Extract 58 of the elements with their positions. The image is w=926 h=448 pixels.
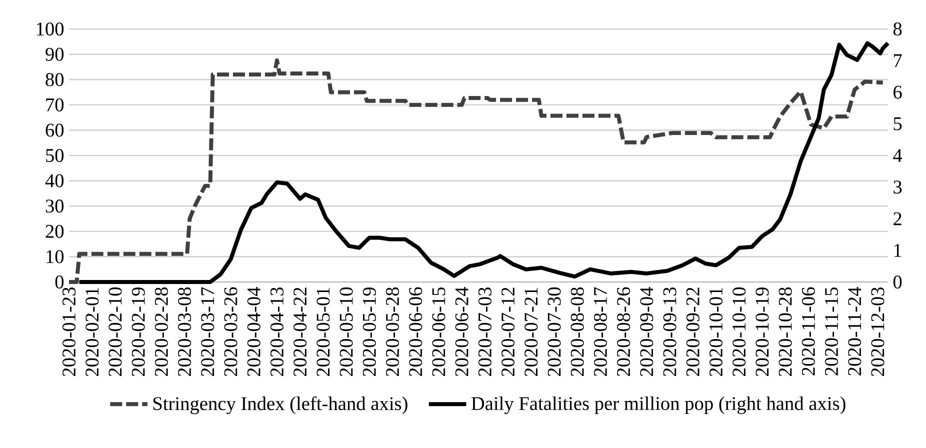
y2-tick-label: 8 [893, 22, 902, 36]
y-tick-label: 20 [46, 224, 64, 238]
x-tick-label: 2020-04-04 [247, 287, 260, 376]
y-tick-label: 10 [46, 250, 64, 264]
x-tick-label: 2020-10-01 [709, 288, 723, 376]
y-tick-label: 100 [36, 22, 64, 36]
x-tick-label: 2020-06-06 [409, 287, 422, 376]
y2-tick-label: 7 [894, 54, 902, 67]
x-tick-label: 2020-07-30 [548, 287, 561, 376]
y2-tick-label: 3 [894, 180, 902, 194]
y2-tick-label: 1 [894, 244, 902, 257]
y-tick-label: 60 [46, 124, 64, 137]
x-tick-label: 2020-02-19 [132, 287, 145, 376]
x-tick-label: 2020-07-12 [502, 288, 515, 376]
y-tick-label: 80 [46, 73, 64, 86]
y-tick-label: 70 [46, 98, 64, 112]
y-tick-label: 30 [46, 200, 64, 213]
x-tick-label: 2020-05-01 [316, 288, 330, 376]
x-tick-label: 2020-02-10 [108, 287, 122, 376]
y2-tick-label: 5 [894, 117, 902, 130]
x-tick-label: 2020-03-26 [224, 287, 238, 376]
y2-tick-label: 6 [894, 86, 902, 99]
x-tick-label: 2020-09-22 [686, 288, 700, 376]
y2-tick-label: 2 [894, 212, 902, 226]
y2-tick-label: 0 [893, 275, 902, 289]
x-tick-label: 2020-09-04 [640, 287, 654, 376]
x-tick-label: 2020-05-28 [386, 287, 400, 376]
x-tick-label: 2020-03-08 [178, 287, 192, 376]
x-tick-label: 2020-11-24 [848, 286, 862, 376]
x-tick-label: 2020-07-21 [524, 288, 538, 376]
x-tick-label: 2020-04-22 [294, 288, 307, 376]
x-tick-label: 2020-02-01 [86, 288, 99, 376]
x-tick-label: 2020-04-13 [270, 287, 284, 376]
x-tick-label: 2020-06-24 [455, 287, 468, 376]
x-tick-label: 2020-11-06 [802, 287, 815, 376]
y-tick-label: 0 [55, 275, 64, 289]
x-tick-label: 2020-03-17 [201, 287, 214, 376]
x-tick-label: 2020-02-28 [154, 287, 168, 376]
x-tick-label: 2020-01-23 [62, 287, 76, 376]
x-tick-label: 2020-08-17 [594, 287, 607, 376]
x-tick-label: 2020-06-15 [432, 287, 446, 376]
legend-label: Stringency Index (left-hand axis) [153, 396, 408, 414]
x-tick-label: 2020-10-28 [778, 287, 792, 376]
x-tick-label: 2020-10-10 [732, 287, 746, 376]
x-tick-label: 2020-07-03 [478, 287, 492, 376]
x-tick-label: 2020-11-15 [824, 287, 838, 376]
x-tick-label: 2020-10-19 [756, 287, 769, 376]
x-tick-label: 2020-05-19 [362, 287, 376, 376]
x-tick-label: 2020-08-08 [570, 287, 584, 376]
y-tick-label: 90 [46, 48, 64, 61]
y-tick-label: 40 [45, 174, 64, 188]
x-tick-label: 2020-12-03 [871, 287, 884, 376]
x-tick-label: 2020-05-10 [340, 287, 353, 376]
legend-label: Daily Fatalities per million pop (right hand axis) [471, 396, 846, 414]
y-tick-label: 50 [46, 148, 64, 162]
y2-tick-label: 4 [893, 149, 902, 162]
x-tick-label: 2020-09-13 [663, 287, 676, 376]
x-tick-label: 2020-08-26 [617, 287, 630, 376]
